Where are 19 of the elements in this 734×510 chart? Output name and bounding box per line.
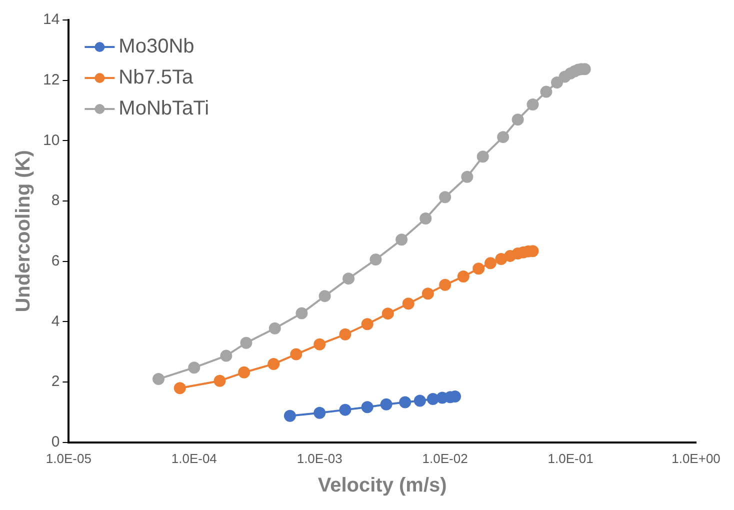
y-tick-label: 8 — [51, 192, 60, 210]
legend-label: Mo30Nb — [118, 36, 194, 58]
y-tick-label: 2 — [51, 373, 60, 390]
x-tick-label: 1.0E-04 — [171, 450, 217, 466]
x-tick-label: 1.0E+00 — [672, 450, 720, 466]
x-tick-label: 1.0E-03 — [296, 450, 342, 466]
y-tick-label: 10 — [42, 132, 60, 149]
y-tick-label: 6 — [51, 252, 60, 270]
x-tick-label: 1.0E-02 — [422, 450, 468, 466]
y-tick-label: 12 — [42, 71, 60, 88]
y-tick-label: 4 — [51, 312, 60, 330]
legend-label: MoNbTaTi — [118, 98, 210, 120]
y-tick-label: 0 — [51, 434, 60, 451]
legend-label: Nb7.5Ta — [118, 66, 194, 89]
y-axis-title: Undercooling (K) — [12, 150, 35, 312]
x-axis-title: Velocity (m/s) — [318, 474, 447, 497]
x-tick-label: 1.0E-01 — [548, 450, 594, 466]
y-tick-label: 14 — [42, 11, 60, 28]
x-tick-label: 1.0E-05 — [46, 450, 92, 466]
